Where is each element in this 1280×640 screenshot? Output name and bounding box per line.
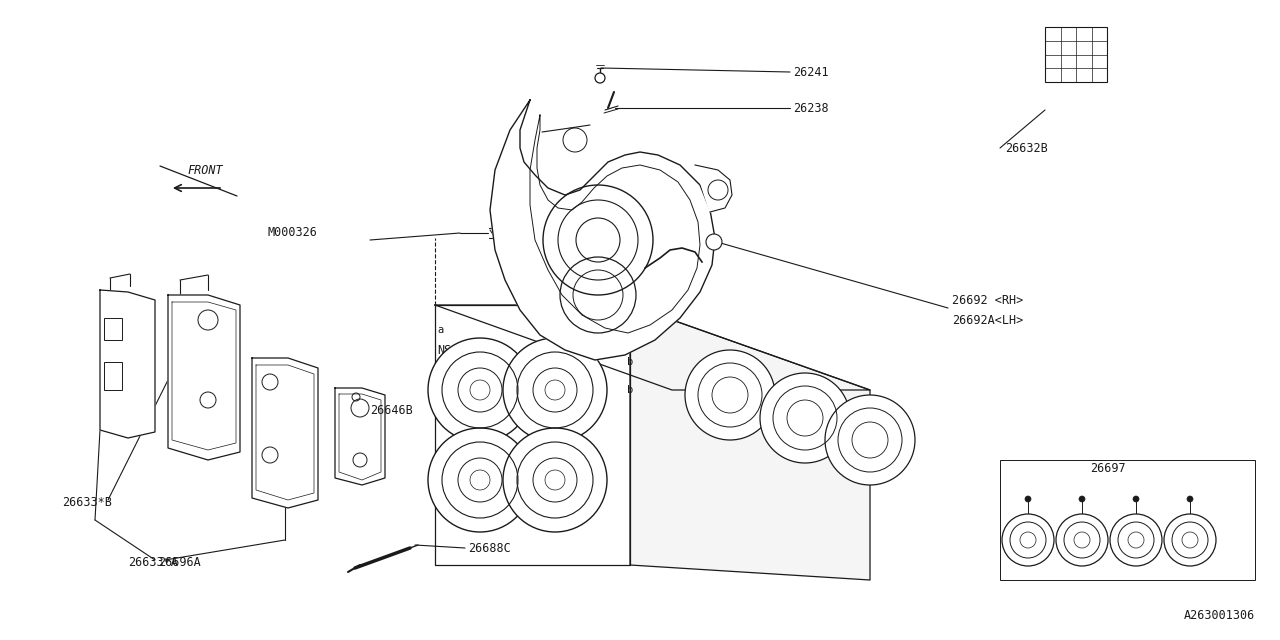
Polygon shape — [435, 305, 630, 565]
Circle shape — [1056, 514, 1108, 566]
Circle shape — [1187, 496, 1193, 502]
Text: A263001306: A263001306 — [1184, 609, 1254, 622]
Circle shape — [1133, 496, 1139, 502]
Text: FRONT: FRONT — [187, 163, 223, 177]
Text: b: b — [719, 405, 726, 415]
Text: 26696A: 26696A — [157, 556, 201, 568]
Text: 26688C: 26688C — [468, 541, 511, 554]
Text: a: a — [861, 447, 868, 457]
Circle shape — [503, 428, 607, 532]
Text: 26692 <RH>: 26692 <RH> — [952, 294, 1023, 307]
Circle shape — [1002, 514, 1053, 566]
Circle shape — [1025, 496, 1030, 502]
Circle shape — [707, 234, 722, 250]
Text: 26633*B: 26633*B — [61, 495, 111, 509]
Circle shape — [428, 338, 532, 442]
Text: a: a — [436, 325, 443, 335]
Text: 26632B: 26632B — [1005, 141, 1048, 154]
Text: b: b — [627, 357, 634, 367]
Text: 26238: 26238 — [794, 102, 828, 115]
Bar — [1000, 460, 1254, 580]
Text: M000326: M000326 — [268, 227, 317, 239]
Text: 26241: 26241 — [794, 65, 828, 79]
Text: NS: NS — [719, 426, 735, 438]
Circle shape — [595, 73, 605, 83]
Circle shape — [1110, 514, 1162, 566]
Bar — [104, 362, 122, 390]
Polygon shape — [252, 358, 317, 508]
Circle shape — [1079, 496, 1085, 502]
Text: NS: NS — [436, 344, 452, 356]
Polygon shape — [490, 100, 716, 360]
Bar — [104, 318, 122, 340]
Circle shape — [760, 373, 850, 463]
Text: 26697: 26697 — [1091, 461, 1126, 474]
Bar — [1044, 27, 1107, 82]
Circle shape — [685, 350, 774, 440]
Polygon shape — [435, 305, 870, 390]
Text: 26692A<LH>: 26692A<LH> — [952, 314, 1023, 326]
Text: 26633*A: 26633*A — [128, 556, 178, 568]
Polygon shape — [630, 305, 870, 580]
Polygon shape — [695, 165, 732, 212]
Text: 26646B: 26646B — [370, 403, 412, 417]
Circle shape — [428, 428, 532, 532]
Circle shape — [1164, 514, 1216, 566]
Polygon shape — [100, 290, 155, 438]
Polygon shape — [168, 295, 241, 460]
Circle shape — [826, 395, 915, 485]
Polygon shape — [335, 388, 385, 485]
Text: b: b — [627, 385, 634, 395]
Circle shape — [503, 338, 607, 442]
